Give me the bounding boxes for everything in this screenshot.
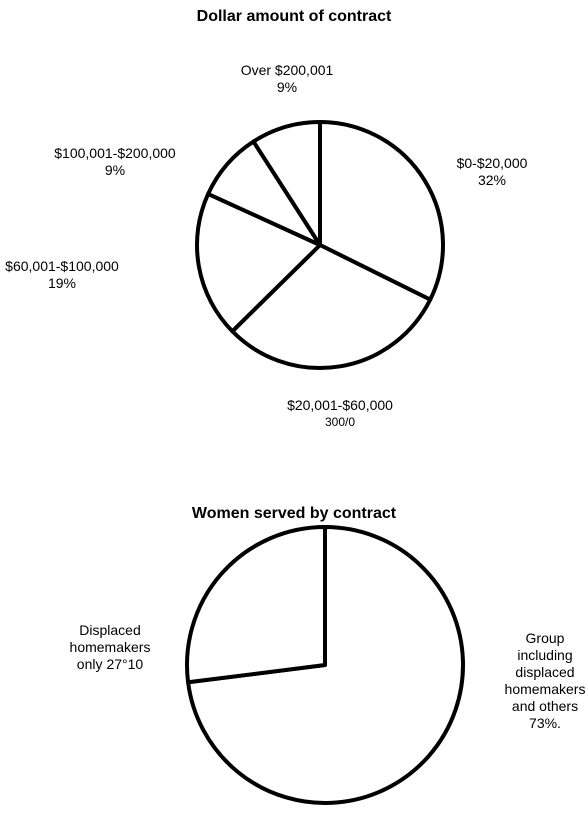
value-label: 32% <box>477 172 507 188</box>
pie-slice <box>318 120 445 302</box>
category-label: Displaced homemakers only <box>69 622 151 672</box>
pie-slice <box>185 525 327 685</box>
value-label: 73%. <box>529 715 561 731</box>
value-label: 19% <box>47 275 77 291</box>
pie-slice <box>251 120 322 247</box>
category-label: $20,001-$60,000 <box>287 397 393 413</box>
category-label: Over $200,001 <box>240 62 334 78</box>
slice-label: $20,001-$60,000 300/0 <box>265 397 415 431</box>
category-label: Group including displaced homemakers and… <box>504 630 586 714</box>
pie-slice <box>230 243 433 370</box>
value-label: 300/0 <box>324 415 356 429</box>
slice-label: Group including displaced homemakers and… <box>500 630 588 732</box>
category-label: $60,001-$100,000 <box>5 258 119 274</box>
value-label: 9% <box>276 79 298 95</box>
chart-title: Women served by contract <box>191 505 397 522</box>
category-label: $0-$20,000 <box>456 155 528 171</box>
slice-label: $60,001-$100,000 19% <box>0 258 127 292</box>
slice-label: Displaced homemakers only 27°10 <box>60 622 160 673</box>
chart-title: Dollar amount of contract <box>196 8 392 25</box>
value-label: 27°10 <box>106 656 144 672</box>
category-label: $100,001-$200,000 <box>54 145 176 161</box>
slice-label: Over $200,001 9% <box>217 62 357 96</box>
slice-label: $0-$20,000 32% <box>427 155 557 189</box>
slice-label: $100,001-$200,000 9% <box>35 145 195 179</box>
pie-slice <box>195 191 322 334</box>
value-label: 9% <box>104 162 126 178</box>
